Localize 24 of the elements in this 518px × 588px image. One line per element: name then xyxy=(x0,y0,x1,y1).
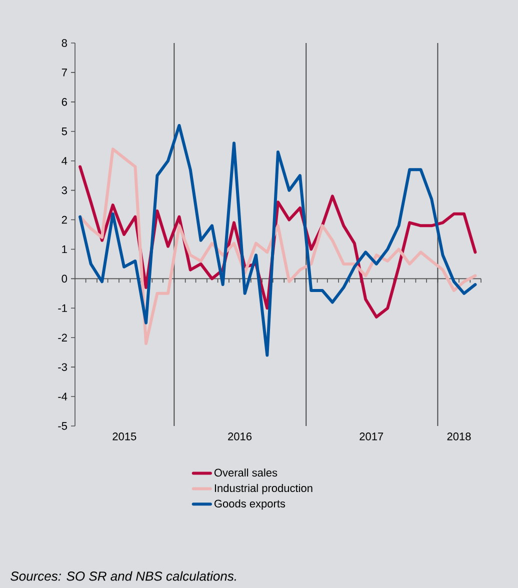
y-tick-label: -1 xyxy=(58,304,67,312)
y-tick-label: -3 xyxy=(58,363,67,371)
y-tick-label: 1 xyxy=(62,245,67,254)
y-tick-label: 5 xyxy=(62,128,67,136)
y-tick-label: -5 xyxy=(58,422,67,430)
line-series xyxy=(78,148,477,346)
x-tick-label: 2017 xyxy=(360,432,384,440)
y-tick-label: 6 xyxy=(62,98,67,106)
y-tick-label: 7 xyxy=(62,68,67,76)
y-tick-label: 3 xyxy=(62,186,67,194)
y-tick-label: 0 xyxy=(62,274,68,283)
x-tick-label: 2018 xyxy=(447,432,471,440)
legend-label: Goods exports xyxy=(214,499,286,510)
source-note: Sources: SO SR and NBS calculations. xyxy=(10,571,236,581)
y-tick-label: -2 xyxy=(58,334,67,342)
line-series xyxy=(78,124,477,357)
y-tick-label: 8 xyxy=(62,39,67,47)
x-tick-label: 2015 xyxy=(112,432,136,440)
y-tick-label: 4 xyxy=(62,157,68,165)
y-tick-label: 2 xyxy=(62,216,67,224)
x-tick-label: 2016 xyxy=(228,432,252,440)
legend-label: Industrial production xyxy=(214,484,312,494)
y-tick-label: -4 xyxy=(58,392,68,400)
legend-label: Overall sales xyxy=(214,468,278,477)
